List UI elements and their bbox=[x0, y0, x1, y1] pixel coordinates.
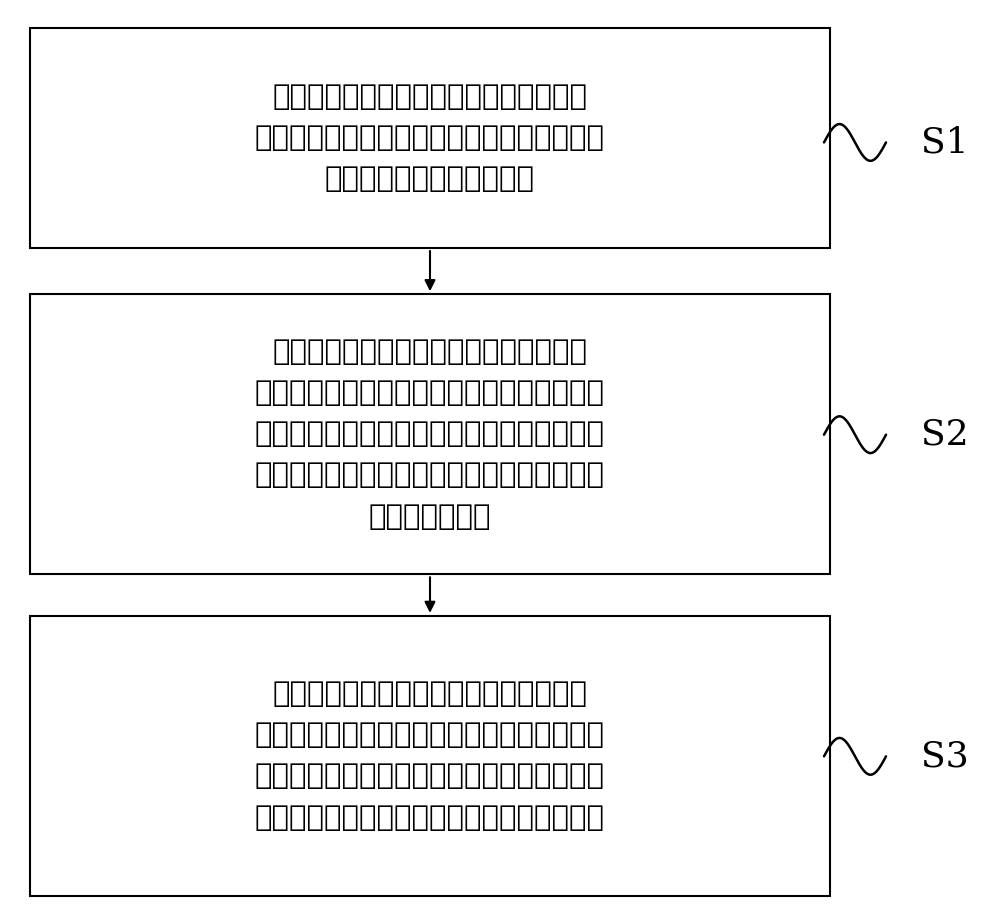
Bar bbox=[30, 294, 830, 574]
Text: S1: S1 bbox=[921, 126, 969, 159]
Text: 利用紫外光对覆盖后的所述聚合物的零模
波导孔进行照射，所述聚合物在所述紫外光的
照射下与所述金属覆盖层的表面进行键合形成
第一化学键，所述第一化学键为具有高折射: 利用紫外光对覆盖后的所述聚合物的零模 波导孔进行照射，所述聚合物在所述紫外光的 … bbox=[255, 338, 605, 530]
Text: S3: S3 bbox=[921, 740, 969, 773]
Text: 在零模波导孔的孔壁上覆盖聚合物并进行
固化；其中，零模波导孔的孔壁在覆盖前包括
金属覆盖层与光纤波导层；: 在零模波导孔的孔壁上覆盖聚合物并进行 固化；其中，零模波导孔的孔壁在覆盖前包括 … bbox=[255, 83, 605, 193]
Text: S2: S2 bbox=[921, 418, 969, 451]
Bar bbox=[30, 28, 830, 248]
Bar bbox=[30, 616, 830, 896]
Text: 将所述聚合物从零模波导孔的孔壁上剥离
，所述第一化学键键合于所述金属覆盖层的表
面；所述第一化学键在所述金属覆盖层的表面
形成设定厚度，以减小零模波导孔的孔内体: 将所述聚合物从零模波导孔的孔壁上剥离 ，所述第一化学键键合于所述金属覆盖层的表 … bbox=[255, 680, 605, 832]
